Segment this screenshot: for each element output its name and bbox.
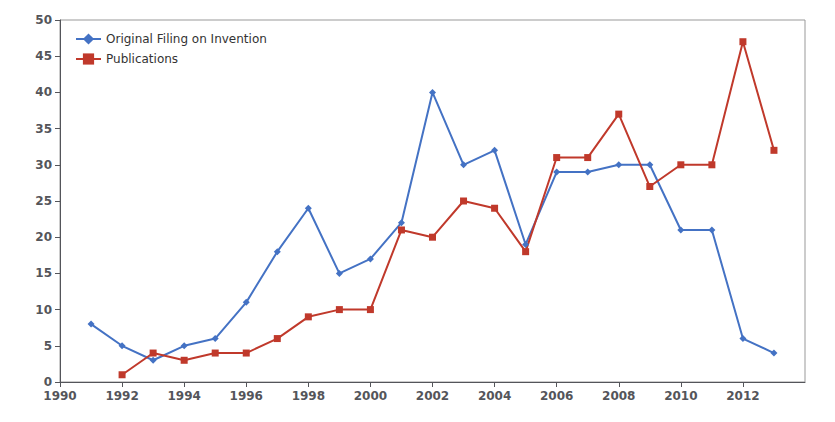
svg-text:40: 40 [35,85,52,99]
svg-text:10: 10 [35,303,52,317]
svg-text:45: 45 [35,49,52,63]
svg-text:1994: 1994 [167,389,200,403]
svg-text:2002: 2002 [416,389,449,403]
svg-text:2000: 2000 [354,389,387,403]
svg-text:15: 15 [35,266,52,280]
svg-text:2004: 2004 [478,389,511,403]
svg-text:1992: 1992 [105,389,138,403]
svg-text:1990: 1990 [43,389,76,403]
svg-text:2010: 2010 [664,389,697,403]
svg-text:2006: 2006 [540,389,573,403]
svg-text:50: 50 [35,13,52,27]
svg-text:1998: 1998 [292,389,325,403]
svg-text:Publications: Publications [106,52,178,66]
svg-text:20: 20 [35,230,52,244]
svg-text:35: 35 [35,122,52,136]
svg-text:5: 5 [44,339,52,353]
svg-text:2012: 2012 [726,389,759,403]
svg-text:30: 30 [35,158,52,172]
svg-text:25: 25 [35,194,52,208]
svg-text:1996: 1996 [230,389,263,403]
svg-text:2008: 2008 [602,389,635,403]
svg-text:0: 0 [44,375,52,389]
svg-text:Original Filing on Invention: Original Filing on Invention [106,32,267,46]
